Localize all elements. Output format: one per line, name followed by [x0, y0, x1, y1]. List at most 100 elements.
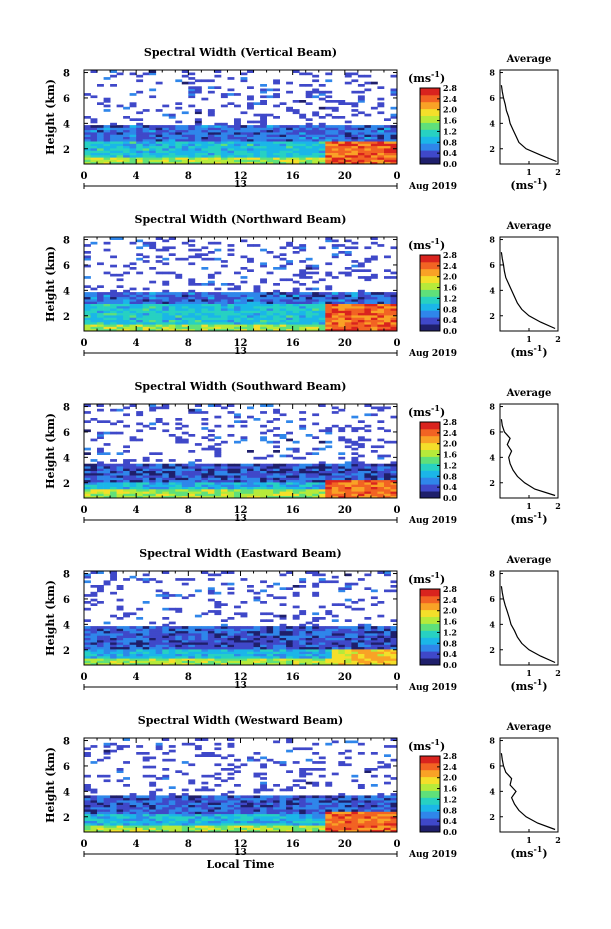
heatmap-cell [266, 660, 274, 664]
colorbar-tick-label: 2.8 [443, 417, 457, 427]
heatmap-cell [129, 642, 137, 645]
colorbar-swatch [420, 122, 440, 130]
heatmap-cell [357, 436, 365, 439]
heatmap-cell [279, 296, 287, 300]
heatmap-cell [90, 326, 98, 330]
heatmap-cell [299, 296, 307, 300]
heatmap-cell [273, 633, 280, 636]
heatmap-cell [162, 768, 170, 771]
heatmap-cell [194, 127, 202, 131]
heatmap-cell [234, 104, 241, 108]
heatmap-cell [181, 150, 189, 153]
heatmap-cell [97, 601, 104, 604]
heatmap-cell [149, 635, 157, 638]
heatmap-cell [149, 280, 157, 284]
heatmap-cell [162, 626, 170, 629]
heatmap-cell [305, 271, 313, 275]
heatmap-cell [162, 804, 170, 808]
heatmap-cell [299, 154, 307, 158]
heatmap-cell [279, 127, 287, 131]
heatmap-cell [351, 134, 359, 137]
heatmap-cell [253, 315, 261, 318]
heatmap-cell [220, 477, 228, 481]
heatmap-cell [129, 475, 137, 478]
heatmap-cell [234, 148, 241, 151]
heatmap-cell [123, 626, 130, 629]
heatmap-cell [384, 328, 391, 332]
heatmap-cell [331, 649, 339, 652]
heatmap-cell [357, 145, 365, 149]
heatmap-cell [149, 800, 157, 803]
heatmap-cell [123, 145, 130, 149]
heatmap-cell [240, 315, 248, 318]
heatmap-cell [194, 141, 202, 144]
heatmap-cell [338, 303, 346, 307]
colorbar-swatch [420, 602, 440, 611]
heatmap-cell [90, 479, 98, 483]
heatmap-cell [390, 294, 398, 298]
heatmap-cell [364, 472, 372, 476]
colorbar-tick-label: 0.8 [443, 471, 457, 481]
heatmap-cell [247, 145, 254, 149]
heatmap-cell [155, 637, 163, 641]
heatmap-cell [247, 495, 254, 499]
heatmap-cell [84, 637, 91, 641]
heatmap-cell [377, 97, 385, 101]
heatmap-cell [162, 312, 170, 316]
heatmap-cell [123, 141, 130, 144]
heatmap-cell [240, 477, 248, 481]
heatmap-cell [253, 138, 261, 142]
heatmap-cell [370, 475, 378, 478]
heatmap-cell [110, 255, 117, 259]
heatmap-cell [214, 326, 222, 330]
heatmap-cell [97, 301, 104, 304]
heatmap-cell [234, 658, 241, 661]
heatmap-cell [299, 585, 307, 588]
heatmap-cell [155, 813, 163, 817]
heatmap-cell [168, 470, 176, 474]
colorbar-swatch [420, 435, 440, 444]
heatmap-cell [338, 603, 346, 606]
heatmap-cell [97, 800, 104, 803]
heatmap-cell [273, 267, 280, 270]
heatmap-cell [357, 662, 365, 666]
heatmap-cell [299, 578, 307, 581]
heatmap-cell [325, 319, 333, 323]
heatmap-cell [162, 809, 170, 812]
heatmap-cell [97, 125, 104, 128]
heatmap-cell [292, 326, 300, 330]
heatmap-cell [194, 825, 202, 828]
heatmap-cell [240, 292, 248, 295]
heatmap-cell [136, 317, 144, 320]
heatmap-cell [214, 305, 222, 309]
heatmap-cell [273, 127, 280, 131]
heatmap-cell [103, 241, 111, 245]
heatmap-cell [103, 152, 111, 156]
heatmap-cell [155, 452, 163, 455]
heatmap-cell [97, 161, 104, 165]
heatmap-cell [260, 630, 267, 634]
heatmap-cell [136, 816, 144, 819]
heatmap-cell [377, 244, 385, 247]
heatmap-cell [240, 77, 248, 80]
heatmap-cell [384, 308, 391, 311]
heatmap-cell [201, 283, 209, 286]
heatmap-cell [390, 658, 398, 661]
colorbar-swatch [420, 255, 440, 263]
heatmap-cell [110, 157, 117, 160]
heatmap-cell [194, 660, 202, 664]
heatmap-cell [123, 461, 130, 465]
heatmap-cell [260, 635, 267, 638]
heatmap-cell [357, 148, 365, 151]
heatmap-cell [129, 649, 137, 652]
heatmap-cell [227, 658, 235, 661]
heatmap-cell [240, 475, 248, 478]
heatmap-cell [331, 134, 339, 137]
heatmap-cell [175, 475, 183, 478]
heatmap-cell [97, 820, 104, 824]
heatmap-cell [97, 472, 104, 476]
heatmap-cell [279, 633, 287, 636]
heatmap-cell [338, 134, 346, 137]
heatmap-cell [175, 809, 183, 812]
heatmap-cell [240, 294, 248, 298]
